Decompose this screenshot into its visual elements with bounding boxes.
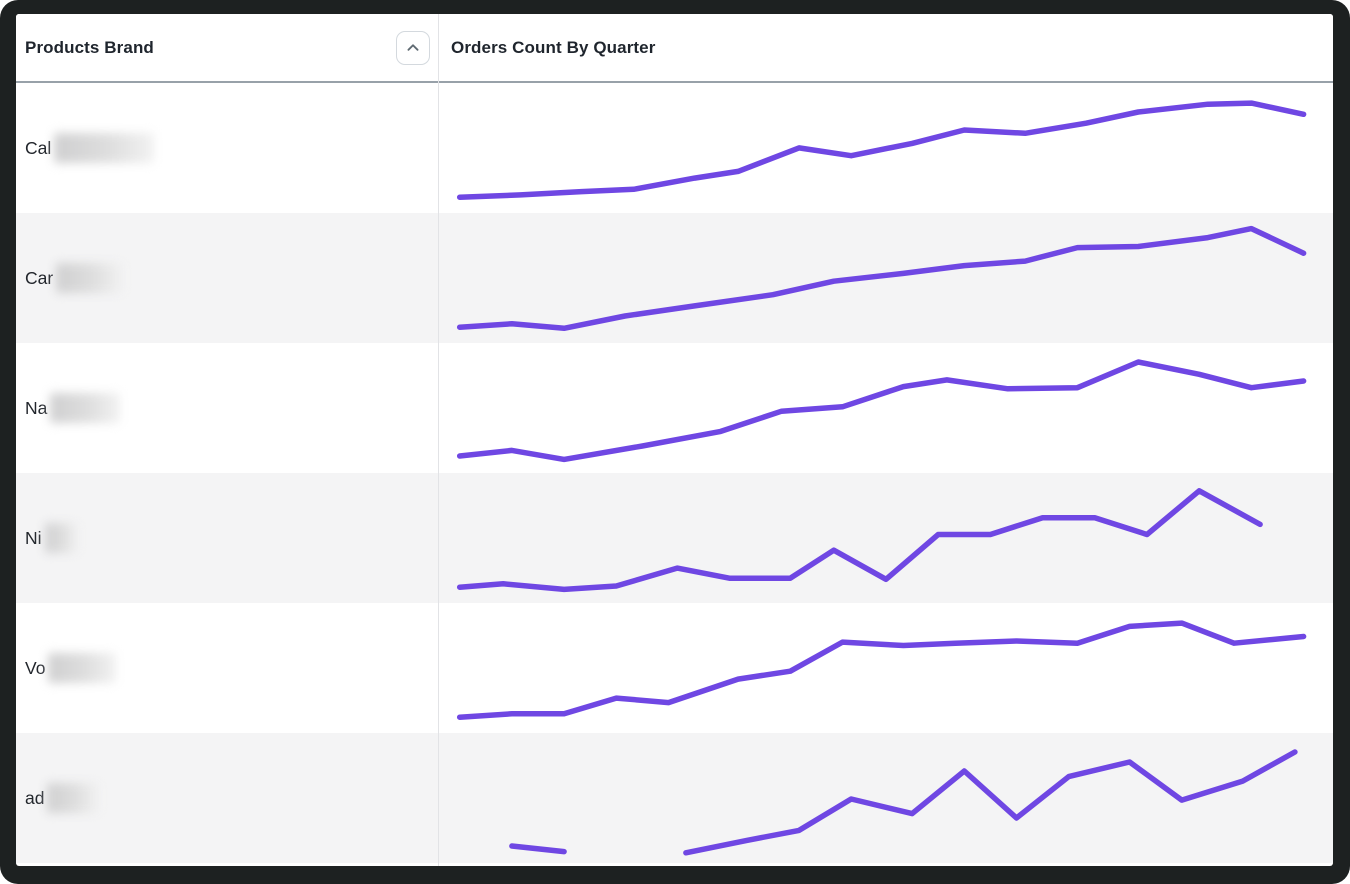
redacted-text-blur [48,653,117,683]
sparkline-path [460,623,1304,717]
sparkline-path [460,103,1304,197]
sparkline-cell[interactable] [438,343,1333,473]
sparkline-chart[interactable] [451,473,1321,603]
sparkline-cell[interactable] [438,733,1333,863]
sparkline-cell[interactable] [438,603,1333,733]
sparkline-cell[interactable] [438,213,1333,343]
table-row: Ni [16,473,1333,603]
redacted-text-blur [50,393,121,423]
redacted-text-blur [56,263,124,293]
table-row: ad [16,733,1333,863]
data-table: Products Brand Orders Count By Quarter C… [16,14,1333,866]
sparkline-path [686,752,1295,853]
table-body: Cal Car Na Ni Vo ad [16,83,1333,863]
brand-label: Vo [25,657,46,678]
chevron-up-icon [402,37,424,59]
column-header-products-brand: Products Brand [25,37,154,57]
sort-button[interactable] [396,30,430,65]
sparkline-cell[interactable] [438,473,1333,603]
table-row: Na [16,343,1333,473]
sparkline-chart[interactable] [451,343,1321,473]
sparkline-chart[interactable] [451,603,1321,733]
table-row: Vo [16,603,1333,733]
brand-label: Cal [25,137,52,158]
sparkline-path [460,229,1304,329]
sparkline-chart[interactable] [451,733,1321,863]
brand-cell: Car [16,213,438,343]
brand-label: Na [25,397,48,418]
table-header: Products Brand Orders Count By Quarter [16,14,1333,83]
redacted-text-blur [47,783,100,813]
sparkline-path [460,362,1304,459]
header-cell-orders-count: Orders Count By Quarter [438,38,1333,58]
redacted-text-blur [54,133,155,163]
sparkline-cell[interactable] [438,83,1333,213]
brand-cell: Vo [16,603,438,733]
brand-cell: Cal [16,83,438,213]
brand-label: Car [25,267,54,288]
table-row: Car [16,213,1333,343]
sparkline-chart[interactable] [451,83,1321,213]
table-row: Cal [16,83,1333,213]
sparkline-path [512,846,564,852]
brand-cell: Na [16,343,438,473]
redacted-text-blur [44,523,78,553]
brand-label: ad [25,787,45,808]
brand-label: Ni [25,527,42,548]
column-header-orders-count: Orders Count By Quarter [451,37,656,57]
brand-cell: ad [16,733,438,863]
header-cell-products-brand: Products Brand [16,30,438,65]
sparkline-chart[interactable] [451,213,1321,343]
sparkline-path [460,491,1260,590]
brand-cell: Ni [16,473,438,603]
